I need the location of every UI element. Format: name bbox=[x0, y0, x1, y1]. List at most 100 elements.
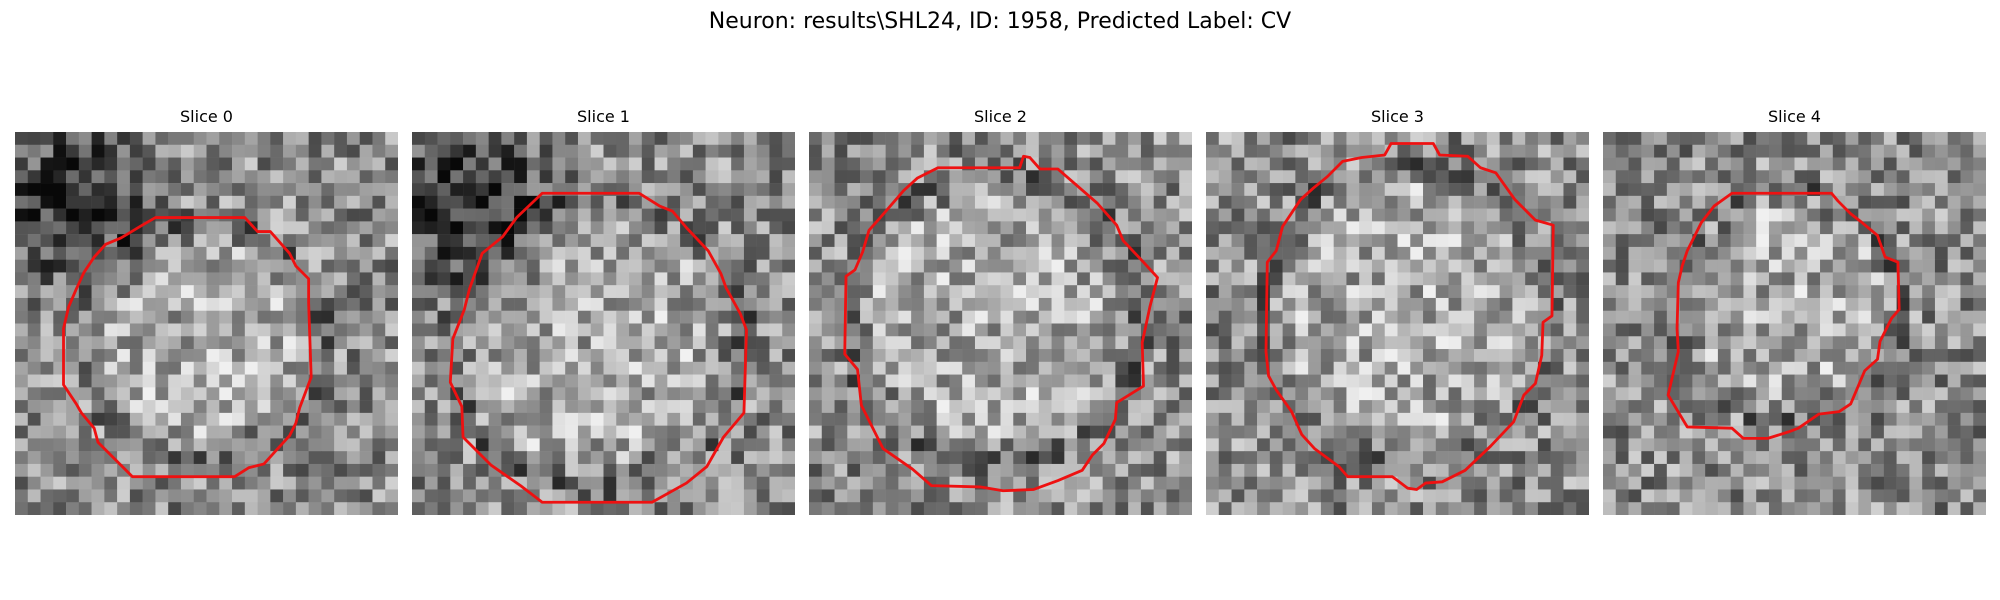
image-pixel bbox=[1832, 272, 1846, 286]
image-pixel bbox=[872, 221, 886, 235]
image-pixel bbox=[193, 387, 207, 401]
image-pixel bbox=[769, 400, 783, 414]
image-pixel bbox=[1832, 349, 1846, 363]
image-pixel bbox=[1474, 349, 1488, 363]
image-pixel bbox=[1153, 221, 1167, 235]
image-pixel bbox=[936, 425, 950, 439]
image-pixel bbox=[1756, 246, 1770, 260]
image-pixel bbox=[1692, 144, 1706, 158]
image-pixel bbox=[372, 132, 386, 146]
image-pixel bbox=[1295, 208, 1309, 222]
image-pixel bbox=[219, 132, 233, 146]
image-pixel bbox=[834, 144, 848, 158]
image-pixel bbox=[475, 387, 489, 401]
image-pixel bbox=[437, 246, 451, 260]
image-pixel bbox=[1153, 463, 1167, 477]
image-pixel bbox=[1128, 259, 1142, 273]
image-pixel bbox=[1883, 387, 1897, 401]
image-pixel bbox=[372, 208, 386, 222]
image-pixel bbox=[616, 349, 630, 363]
image-pixel bbox=[1794, 297, 1808, 311]
image-pixel bbox=[1064, 221, 1078, 235]
image-pixel bbox=[1423, 349, 1437, 363]
image-pixel bbox=[1717, 208, 1731, 222]
image-pixel bbox=[346, 361, 360, 375]
image-pixel bbox=[501, 412, 515, 426]
image-pixel bbox=[1820, 285, 1834, 299]
image-pixel bbox=[1064, 412, 1078, 426]
image-pixel bbox=[949, 170, 963, 184]
image-pixel bbox=[257, 476, 271, 490]
image-pixel bbox=[616, 374, 630, 388]
image-pixel bbox=[78, 132, 92, 146]
image-pixel bbox=[1756, 221, 1770, 235]
image-pixel bbox=[949, 463, 963, 477]
image-pixel bbox=[1807, 132, 1821, 146]
image-pixel bbox=[1756, 374, 1770, 388]
image-pixel bbox=[1448, 361, 1462, 375]
image-pixel bbox=[78, 157, 92, 171]
image-pixel bbox=[1166, 221, 1180, 235]
image-pixel bbox=[1384, 451, 1398, 465]
image-pixel bbox=[1563, 221, 1577, 235]
image-pixel bbox=[1973, 425, 1986, 439]
image-pixel bbox=[180, 246, 194, 260]
image-pixel bbox=[488, 259, 502, 273]
image-pixel bbox=[1166, 451, 1180, 465]
image-pixel bbox=[244, 285, 258, 299]
image-pixel bbox=[1179, 476, 1192, 490]
image-pixel bbox=[1820, 246, 1834, 260]
image-pixel bbox=[565, 400, 579, 414]
image-pixel bbox=[385, 412, 398, 426]
image-pixel bbox=[308, 183, 322, 197]
image-pixel bbox=[359, 412, 373, 426]
image-pixel bbox=[987, 387, 1001, 401]
image-pixel bbox=[1397, 157, 1411, 171]
image-pixel bbox=[743, 387, 757, 401]
image-pixel bbox=[1717, 400, 1731, 414]
image-pixel bbox=[1486, 336, 1500, 350]
image-pixel bbox=[193, 170, 207, 184]
image-pixel bbox=[692, 323, 706, 337]
image-pixel bbox=[1654, 144, 1668, 158]
image-pixel bbox=[1858, 157, 1872, 171]
image-pixel bbox=[911, 221, 925, 235]
image-pixel bbox=[1537, 234, 1551, 248]
image-pixel bbox=[78, 221, 92, 235]
image-pixel bbox=[1576, 157, 1589, 171]
image-pixel bbox=[1231, 400, 1245, 414]
image-pixel bbox=[1384, 272, 1398, 286]
image-pixel bbox=[641, 463, 655, 477]
image-pixel bbox=[1896, 374, 1910, 388]
image-pixel bbox=[692, 451, 706, 465]
image-pixel bbox=[526, 272, 540, 286]
image-pixel bbox=[1308, 259, 1322, 273]
image-pixel bbox=[898, 412, 912, 426]
image-pixel bbox=[847, 132, 861, 146]
image-pixel bbox=[1781, 387, 1795, 401]
image-pixel bbox=[885, 438, 899, 452]
image-pixel bbox=[1947, 297, 1961, 311]
image-pixel bbox=[1537, 374, 1551, 388]
image-pixel bbox=[1206, 374, 1220, 388]
image-pixel bbox=[1666, 221, 1680, 235]
image-pixel bbox=[667, 374, 681, 388]
image-pixel bbox=[756, 234, 770, 248]
image-pixel bbox=[731, 234, 745, 248]
image-pixel bbox=[539, 489, 553, 503]
image-pixel bbox=[1410, 157, 1424, 171]
image-pixel bbox=[257, 183, 271, 197]
image-pixel bbox=[949, 489, 963, 503]
image-pixel bbox=[142, 502, 156, 515]
image-pixel bbox=[1705, 476, 1719, 490]
image-pixel bbox=[1794, 387, 1808, 401]
image-pixel bbox=[1845, 132, 1859, 146]
image-pixel bbox=[1615, 387, 1629, 401]
image-pixel bbox=[718, 336, 732, 350]
image-pixel bbox=[232, 157, 246, 171]
image-pixel bbox=[539, 246, 553, 260]
image-pixel bbox=[743, 463, 757, 477]
image-pixel bbox=[1179, 463, 1192, 477]
image-pixel bbox=[15, 170, 29, 184]
image-pixel bbox=[1679, 195, 1693, 209]
